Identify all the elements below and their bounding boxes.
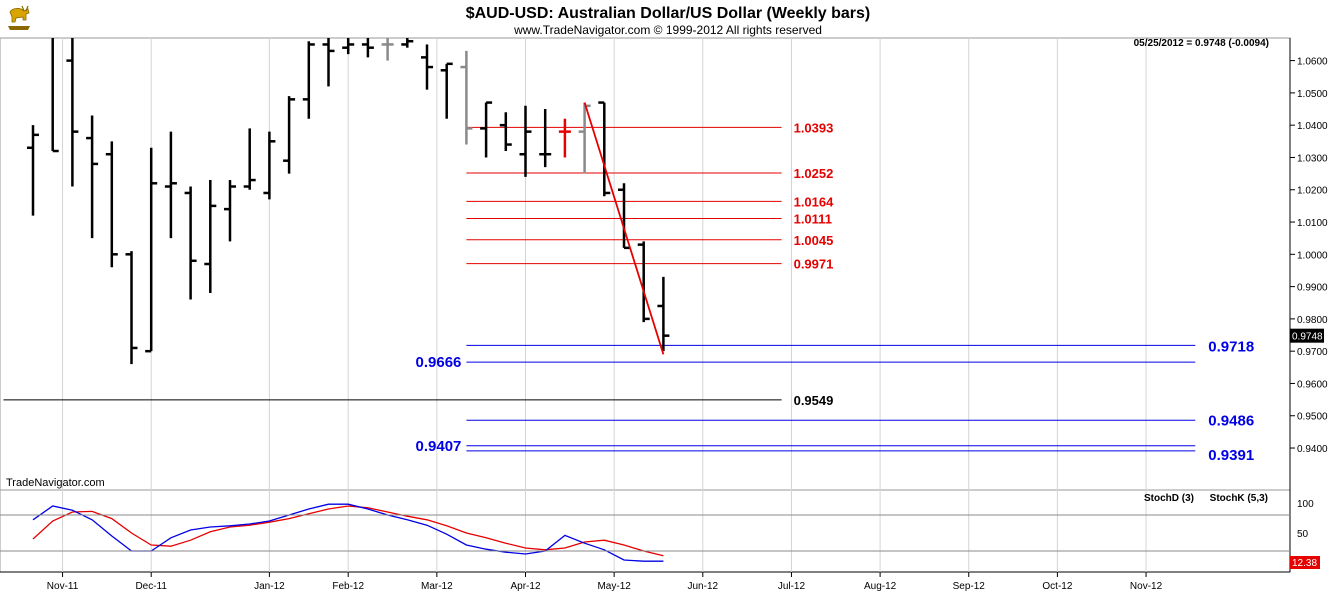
x-tick-label: Nov-11 (47, 581, 79, 592)
ohlc-bar (361, 38, 374, 58)
ohlc-bar (342, 38, 355, 55)
y-tick-label: 1.0300 (1297, 153, 1328, 164)
y-tick-label: 1.0000 (1297, 250, 1328, 261)
x-tick-label: Jun-12 (688, 581, 719, 592)
stoch-y-tick-label: 100 (1297, 499, 1314, 510)
level-label: 0.9718 (1208, 338, 1254, 355)
stochastic-panel (0, 489, 1291, 573)
legend-stochk: StochK (5,3) (1210, 493, 1268, 504)
bull-logo-icon (4, 2, 34, 32)
ohlc-bar (657, 276, 670, 352)
current-price-tag: 0.9748 (1290, 328, 1324, 343)
ohlc-bar (460, 50, 473, 145)
x-tick-label: May-12 (597, 581, 631, 592)
y-tick-label: 0.9700 (1297, 347, 1328, 358)
stoch-series-line (32, 505, 664, 557)
y-tick-label: 0.9600 (1297, 379, 1328, 390)
y-tick-label: 1.0100 (1297, 218, 1328, 229)
level-label: 0.9486 (1208, 412, 1254, 429)
ohlc-bar (283, 96, 296, 174)
level-label: 1.0164 (794, 194, 835, 209)
ohlc-bar (51, 38, 59, 153)
y-tick-label: 1.0400 (1297, 121, 1328, 132)
ohlc-bars (27, 38, 670, 365)
chart-title: $AUD-USD: Australian Dollar/US Dollar (W… (466, 5, 871, 22)
level-label: 0.9549 (794, 393, 834, 408)
ohlc-bar (302, 41, 315, 119)
ohlc-bar (27, 125, 39, 216)
ohlc-bar (145, 147, 158, 353)
x-tick-label: Sep-12 (953, 581, 986, 592)
ohlc-bar (598, 101, 611, 197)
stochastic-axis: 100 50 (0, 499, 1314, 552)
y-tick-label: 1.0600 (1297, 57, 1328, 68)
ohlc-bar (381, 38, 394, 61)
x-tick-label: Jan-12 (254, 581, 285, 592)
x-tick-label: Oct-12 (1042, 581, 1072, 592)
ohlc-bar (480, 101, 493, 158)
ohlc-bar (164, 131, 177, 239)
ohlc-bar (322, 38, 335, 87)
x-tick-label: Dec-11 (135, 581, 167, 592)
stoch-value-label: 12.38 (1292, 558, 1317, 569)
ohlc-bar (125, 251, 138, 365)
ohlc-bar (637, 241, 650, 323)
level-label: 0.9666 (416, 354, 462, 371)
ohlc-bar (243, 128, 256, 190)
x-tick-label: Mar-12 (421, 581, 453, 592)
ohlc-bar (499, 112, 512, 151)
ohlc-bar (204, 180, 217, 294)
ohlc-bar (66, 38, 79, 187)
time-axis: Nov-11 Dec-11 Jan-12 Feb-12 Mar-12 Apr-12 May-… (47, 572, 1163, 592)
ohlc-bar (224, 180, 236, 242)
ohlc-bar (519, 105, 532, 177)
quote-line: 05/25/2012 = 0.9748 (-0.0094) (1134, 38, 1269, 49)
x-tick-label: Feb-12 (332, 581, 364, 592)
x-tick-label: Nov-12 (1130, 581, 1163, 592)
stoch-value-tag: 12.38 (1290, 556, 1320, 569)
x-tick-label: Apr-12 (510, 581, 540, 592)
ohlc-bar (618, 183, 630, 250)
chart-subtitle: www.TradeNavigator.com © 1999-2012 All r… (513, 23, 822, 37)
stoch-y-tick-label: 50 (1297, 529, 1309, 540)
ohlc-bar (401, 38, 414, 48)
ohlc-bar (421, 44, 433, 90)
legend-stochd: StochD (3) (1144, 493, 1194, 504)
ohlc-bar (440, 62, 453, 119)
ohlc-bar (184, 186, 197, 300)
level-label: 0.9971 (794, 257, 834, 272)
level-label: 1.0252 (794, 166, 834, 181)
ohlc-bar (263, 131, 276, 200)
ohlc-bar (105, 141, 118, 268)
y-tick-label: 0.9900 (1297, 283, 1328, 294)
trendline-group (583, 102, 665, 355)
ohlc-bar (86, 115, 99, 239)
y-tick-label: 0.9800 (1297, 315, 1328, 326)
level-label: 0.9391 (1208, 447, 1254, 464)
trendline (583, 102, 665, 355)
ohlc-bar (558, 118, 571, 158)
level-label: 1.0045 (794, 233, 834, 248)
level-label: 0.9407 (416, 438, 462, 455)
level-label: 1.0393 (794, 120, 834, 135)
y-tick-label: 1.0500 (1297, 89, 1328, 100)
ohlc-bar (539, 109, 552, 168)
x-tick-label: Aug-12 (864, 581, 897, 592)
y-tick-label: 1.0200 (1297, 186, 1328, 197)
indicator-source-label: TradeNavigator.com (6, 477, 105, 489)
x-tick-label: Jul-12 (778, 581, 806, 592)
level-label: 1.0111 (794, 211, 832, 226)
y-tick-label: 0.9400 (1297, 444, 1328, 455)
current-price-label: 0.9748 (1292, 332, 1323, 343)
y-tick-label: 0.9500 (1297, 412, 1328, 423)
price-axis: 1.0600 1.0500 1.0400 1.0300 1.0200 1.0100 1.00… (1290, 57, 1328, 455)
fib-levels: 1.0393 1.0252 1.0164 1.0111 1.0045 0.9971 0.97… (3, 120, 1254, 464)
